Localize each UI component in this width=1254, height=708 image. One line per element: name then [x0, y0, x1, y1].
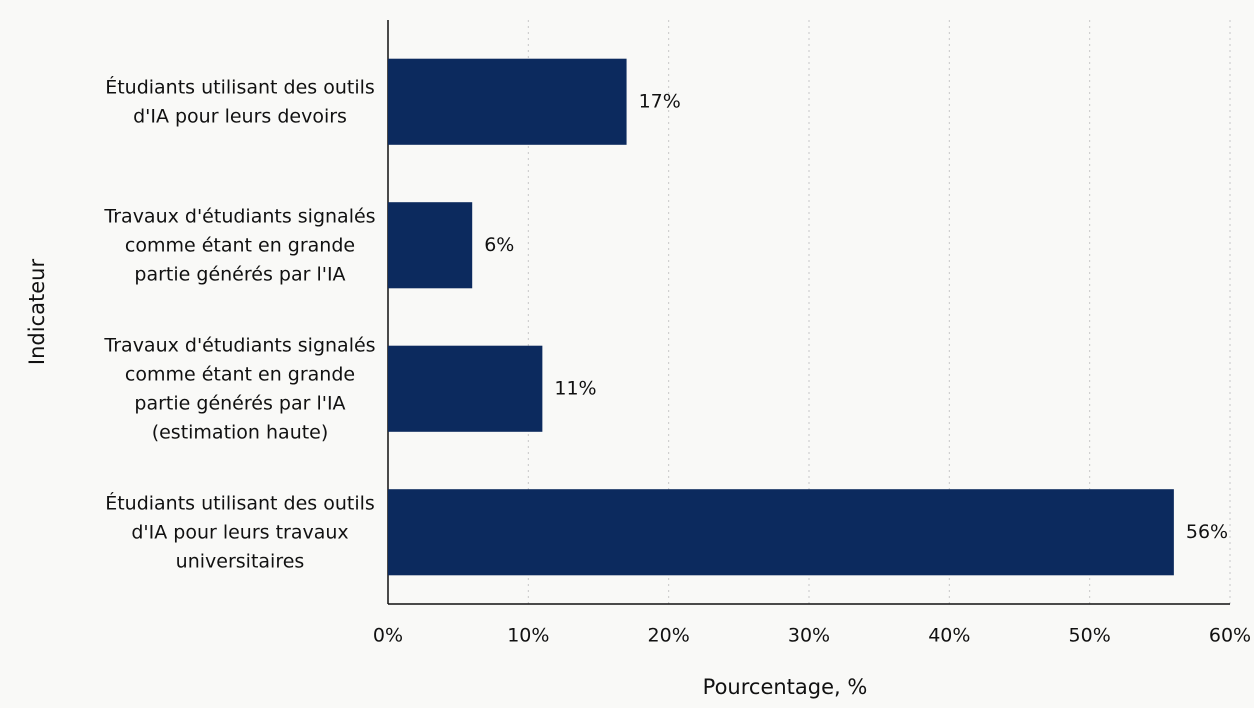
- y-tick-label: Étudiants utilisant des outils d'IA pour …: [105, 75, 375, 127]
- x-tick-label: 0%: [373, 625, 403, 647]
- x-tick-label: 10%: [507, 625, 549, 647]
- value-label: 11%: [554, 377, 596, 399]
- value-label: 6%: [484, 234, 514, 256]
- value-label: 17%: [639, 90, 681, 112]
- y-axis-label: Indicateur: [25, 259, 49, 366]
- x-axis-label: Pourcentage, %: [703, 675, 868, 699]
- x-tick-label: 40%: [928, 625, 970, 647]
- bar: [388, 345, 543, 432]
- x-tick-label: 30%: [788, 625, 830, 647]
- x-tick-label: 60%: [1209, 625, 1251, 647]
- y-tick-label: Étudiants utilisant des outils d'IA pour …: [105, 491, 375, 572]
- x-tick-label: 50%: [1069, 625, 1111, 647]
- y-tick-label: Travaux d'étudiants signalés comme étant …: [103, 334, 375, 443]
- x-tick-label: 20%: [648, 625, 690, 647]
- y-tick-label: Travaux d'étudiants signalés comme étant …: [103, 205, 375, 285]
- bar: [388, 489, 1174, 576]
- bar: [388, 202, 473, 289]
- bar: [388, 58, 627, 145]
- value-label: 56%: [1186, 521, 1228, 543]
